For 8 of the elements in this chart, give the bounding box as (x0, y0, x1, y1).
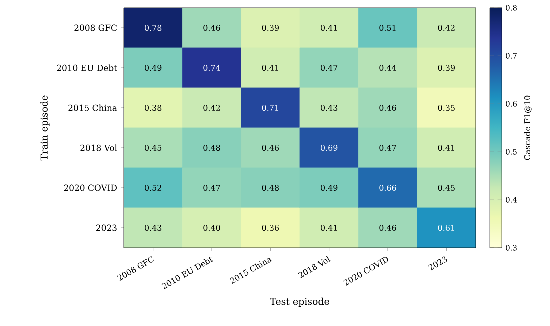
y-tick-label: 2010 EU Debt (57, 64, 118, 72)
y-tick-label: 2023 (96, 224, 117, 232)
y-tick-label: 2008 GFC (74, 24, 117, 32)
y-tick-label: 2018 Vol (80, 144, 118, 152)
y-axis-title: Train episode (40, 96, 50, 161)
y-tick-label: 2015 China (68, 104, 118, 112)
y-tick-label: 2020 COVID (64, 184, 117, 192)
x-axis-title: Test episode (270, 298, 330, 308)
